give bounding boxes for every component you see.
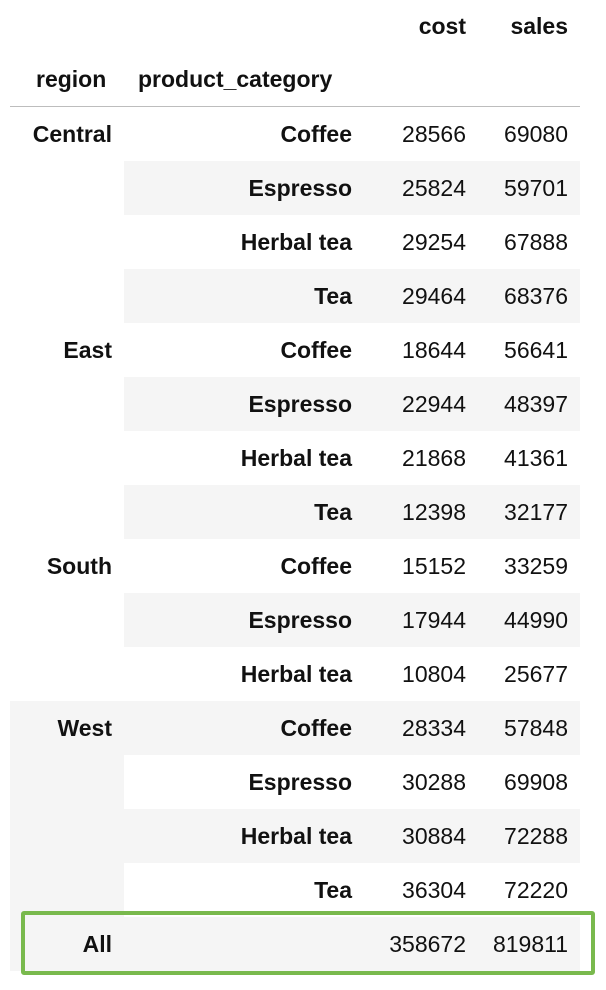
category-label: Espresso — [124, 377, 364, 431]
category-label: Espresso — [124, 161, 364, 215]
category-label: Herbal tea — [240, 660, 352, 687]
region-label-south: South — [10, 539, 124, 701]
cost-cell: 18644 — [402, 336, 466, 363]
sales-cell: 48397 — [478, 377, 580, 431]
table-row: Espresso 17944 44990 — [10, 593, 580, 647]
column-header-cost: cost — [418, 12, 466, 39]
category-label: Espresso — [248, 768, 352, 795]
cost-cell: 15152 — [402, 552, 466, 579]
table-row: Tea 29464 68376 — [10, 269, 580, 323]
table-row: Espresso 25824 59701 — [10, 161, 580, 215]
column-header-row: cost sales — [10, 0, 580, 52]
blank-header-cell — [124, 0, 364, 52]
cost-cell: 30884 — [364, 809, 478, 863]
sales-cell: 72288 — [478, 809, 580, 863]
cost-cell: 17944 — [364, 593, 478, 647]
sales-cell: 57848 — [478, 701, 580, 755]
table-row: West Coffee 28334 57848 — [10, 701, 580, 917]
table-row: Tea 12398 32177 — [10, 485, 580, 539]
sales-cell: 44990 — [478, 593, 580, 647]
cost-cell: 25824 — [364, 161, 478, 215]
sales-cell: 72220 — [504, 876, 568, 903]
sales-cell: 56641 — [504, 336, 568, 363]
table-row: Herbal tea 10804 25677 — [10, 647, 580, 701]
table-row: South Coffee 15152 33259 — [10, 539, 580, 701]
category-label: Herbal tea — [240, 228, 352, 255]
cost-cell: 36304 — [402, 876, 466, 903]
category-label: Coffee — [280, 336, 352, 363]
table-row: Central Coffee 28566 69080 — [10, 106, 580, 323]
sales-cell: 32177 — [478, 485, 580, 539]
sales-cell: 69908 — [504, 768, 568, 795]
category-label: Coffee — [124, 701, 364, 755]
category-label: Espresso — [124, 593, 364, 647]
sales-cell: 67888 — [504, 228, 568, 255]
total-label: All — [10, 917, 124, 971]
cost-cell: 21868 — [402, 444, 466, 471]
sales-cell: 25677 — [504, 660, 568, 687]
category-label: Tea — [124, 485, 364, 539]
cost-cell: 29254 — [402, 228, 466, 255]
column-header-sales: sales — [510, 12, 568, 39]
blank-header-cell — [364, 52, 478, 107]
cost-cell: 28334 — [364, 701, 478, 755]
region-label-central: Central — [10, 106, 124, 323]
region-label-east: East — [10, 323, 124, 539]
table-row: Herbal tea 30884 72288 — [10, 809, 580, 863]
cost-cell: 28566 — [402, 120, 466, 147]
blank-header-cell — [478, 52, 580, 107]
category-label: Coffee — [280, 552, 352, 579]
category-label: Tea — [124, 269, 364, 323]
cost-cell: 12398 — [364, 485, 478, 539]
sales-cell: 69080 — [504, 120, 568, 147]
category-label: Coffee — [280, 120, 352, 147]
category-label: Herbal tea — [240, 444, 352, 471]
total-row: All 358672 819811 — [10, 917, 580, 971]
total-cost-cell: 358672 — [364, 917, 478, 971]
pivot-table: cost sales region product_category Centr… — [10, 0, 580, 971]
sales-cell: 33259 — [504, 552, 568, 579]
sales-cell: 68376 — [478, 269, 580, 323]
blank-header-cell — [10, 0, 124, 52]
total-sales-cell: 819811 — [478, 917, 580, 971]
cost-cell: 10804 — [402, 660, 466, 687]
cost-cell: 30288 — [402, 768, 466, 795]
cost-cell: 29464 — [364, 269, 478, 323]
table-row: Herbal tea 21868 41361 — [10, 431, 580, 485]
table-row: Herbal tea 29254 67888 — [10, 215, 580, 269]
category-label: Tea — [314, 876, 352, 903]
region-label-west: West — [10, 701, 124, 917]
total-category-cell — [124, 917, 364, 971]
category-label: Herbal tea — [124, 809, 364, 863]
table-row: Espresso 30288 69908 — [10, 755, 580, 809]
index-header-row: region product_category — [10, 52, 580, 107]
table-row: East Coffee 18644 56641 — [10, 323, 580, 539]
table-row: Espresso 22944 48397 — [10, 377, 580, 431]
pivot-table-container: cost sales region product_category Centr… — [10, 0, 580, 971]
sales-cell: 59701 — [478, 161, 580, 215]
sales-cell: 41361 — [504, 444, 568, 471]
cost-cell: 22944 — [364, 377, 478, 431]
table-row: Tea 36304 72220 — [10, 863, 580, 917]
index-header-region: region — [10, 52, 124, 107]
index-header-product-category: product_category — [124, 52, 364, 107]
